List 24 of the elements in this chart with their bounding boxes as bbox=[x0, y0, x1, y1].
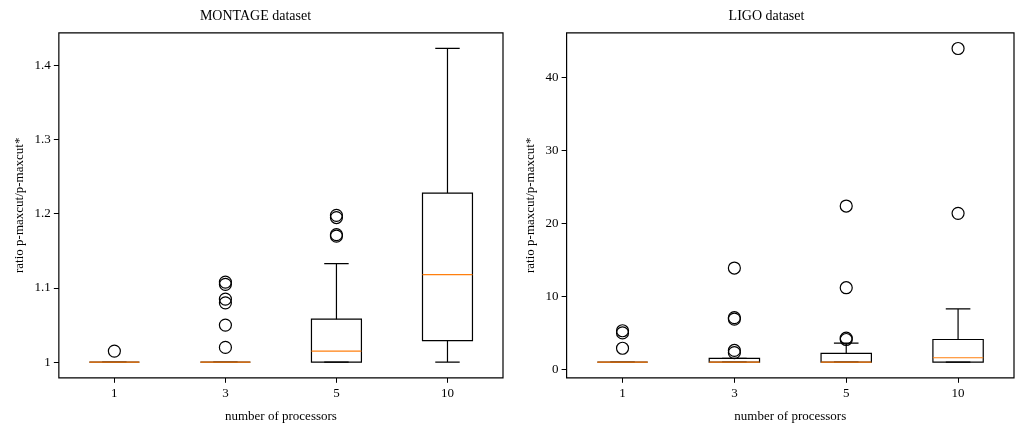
y-tick-label: 1 bbox=[44, 353, 51, 369]
chart-title: MONTAGE dataset bbox=[199, 8, 312, 24]
chart-title: LIGO dataset bbox=[728, 8, 805, 24]
y-tick-label: 40 bbox=[545, 69, 559, 85]
y-axis-title: ratio p-maxcut/p-maxcut* bbox=[11, 137, 27, 273]
x-tick-label: 10 bbox=[951, 385, 965, 401]
x-tick-label: 1 bbox=[619, 385, 626, 401]
x-tick-label: 5 bbox=[842, 385, 850, 401]
y-tick-label: 1.2 bbox=[34, 205, 51, 221]
y-axis-title: ratio p-maxcut/p-maxcut* bbox=[522, 137, 538, 273]
y-tick-label: 0 bbox=[552, 360, 559, 376]
x-axis-title: number of processors bbox=[734, 407, 847, 423]
x-tick-label: 5 bbox=[333, 385, 340, 401]
x-tick-label: 3 bbox=[222, 385, 229, 401]
y-tick-label: 20 bbox=[545, 214, 559, 230]
y-tick-label: 1.1 bbox=[34, 279, 51, 295]
x-tick-label: 3 bbox=[731, 385, 738, 401]
x-axis-title: number of processors bbox=[224, 407, 337, 423]
x-tick-label: 1 bbox=[111, 385, 118, 401]
y-tick-label: 30 bbox=[545, 142, 559, 158]
y-tick-label: 10 bbox=[545, 287, 559, 303]
y-tick-label: 1.3 bbox=[34, 131, 51, 147]
y-tick-label: 1.4 bbox=[34, 56, 52, 72]
x-tick-label: 10 bbox=[440, 385, 454, 401]
